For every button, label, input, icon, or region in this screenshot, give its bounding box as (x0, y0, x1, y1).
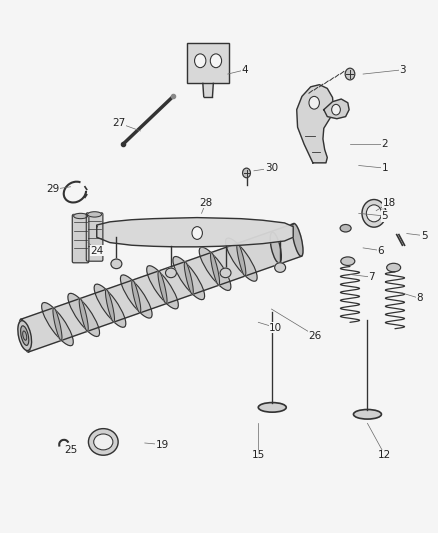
Ellipse shape (147, 266, 178, 309)
Polygon shape (203, 83, 213, 96)
Polygon shape (324, 99, 349, 119)
Text: 4: 4 (242, 65, 248, 75)
Ellipse shape (211, 253, 219, 285)
FancyBboxPatch shape (72, 214, 89, 263)
Text: 29: 29 (46, 184, 60, 195)
Text: 5: 5 (381, 211, 388, 221)
Ellipse shape (270, 232, 281, 263)
Text: 7: 7 (368, 272, 375, 282)
Ellipse shape (42, 303, 73, 346)
Ellipse shape (292, 223, 303, 256)
Circle shape (210, 54, 222, 68)
Circle shape (192, 227, 202, 239)
Ellipse shape (353, 409, 381, 419)
Text: 12: 12 (378, 450, 392, 460)
Text: 24: 24 (90, 246, 103, 255)
Ellipse shape (199, 247, 231, 290)
Ellipse shape (21, 326, 29, 345)
Text: 26: 26 (308, 330, 321, 341)
Ellipse shape (88, 212, 102, 217)
Circle shape (332, 104, 340, 115)
Ellipse shape (366, 205, 381, 222)
Polygon shape (21, 223, 301, 352)
Text: 18: 18 (383, 198, 396, 208)
Ellipse shape (19, 319, 30, 352)
Ellipse shape (158, 271, 167, 304)
Ellipse shape (345, 68, 355, 80)
Polygon shape (297, 85, 333, 163)
Ellipse shape (362, 199, 386, 227)
Ellipse shape (18, 321, 32, 351)
Ellipse shape (53, 308, 62, 341)
Circle shape (194, 54, 206, 68)
Ellipse shape (220, 268, 231, 278)
Text: 30: 30 (265, 163, 278, 173)
Ellipse shape (275, 263, 286, 272)
Ellipse shape (79, 298, 88, 332)
FancyBboxPatch shape (86, 213, 103, 261)
Ellipse shape (341, 257, 355, 265)
Ellipse shape (226, 238, 257, 281)
Ellipse shape (387, 263, 401, 272)
Ellipse shape (94, 434, 113, 450)
Ellipse shape (166, 268, 177, 278)
Ellipse shape (120, 275, 152, 318)
Ellipse shape (106, 289, 114, 322)
Text: 28: 28 (199, 198, 212, 208)
Ellipse shape (23, 331, 27, 340)
Ellipse shape (243, 168, 251, 177)
Ellipse shape (132, 280, 141, 313)
FancyBboxPatch shape (187, 44, 229, 83)
Ellipse shape (184, 262, 193, 294)
Ellipse shape (74, 213, 88, 219)
Text: 2: 2 (381, 139, 388, 149)
Ellipse shape (68, 293, 99, 336)
Text: 19: 19 (155, 440, 169, 450)
Text: 3: 3 (399, 65, 406, 75)
Text: 25: 25 (64, 445, 77, 455)
Polygon shape (97, 217, 293, 247)
Text: 10: 10 (269, 322, 283, 333)
Circle shape (309, 96, 319, 109)
Text: 6: 6 (377, 246, 384, 255)
Text: 5: 5 (421, 231, 427, 241)
Ellipse shape (340, 224, 351, 232)
Ellipse shape (258, 402, 286, 412)
Ellipse shape (111, 259, 122, 269)
Ellipse shape (237, 243, 246, 276)
Ellipse shape (88, 429, 118, 455)
Text: 8: 8 (417, 293, 423, 303)
Ellipse shape (94, 284, 126, 327)
Text: 15: 15 (252, 450, 265, 460)
Ellipse shape (173, 256, 205, 300)
Text: 27: 27 (112, 118, 125, 128)
Text: 1: 1 (381, 163, 388, 173)
